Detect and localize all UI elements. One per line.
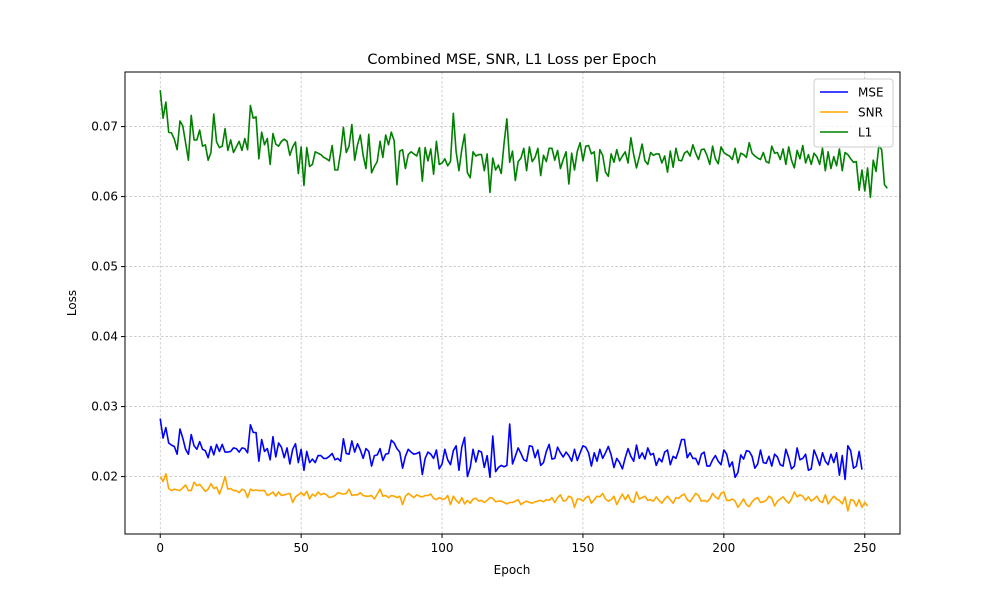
x-axis-label: Epoch xyxy=(494,563,531,577)
series-line-mse xyxy=(159,418,863,481)
x-tick-label: 250 xyxy=(853,541,876,555)
legend-label-snr: SNR xyxy=(858,106,883,120)
legend-label-mse: MSE xyxy=(858,86,884,100)
x-tick-label: 100 xyxy=(431,541,454,555)
y-axis-label: Loss xyxy=(65,290,79,316)
legend: MSE SNR L1 xyxy=(813,78,894,148)
series-line-snr xyxy=(159,472,869,512)
y-tick-label: 0.02 xyxy=(91,470,118,484)
y-axis: 0.02 0.03 0.04 0.05 0.06 0.07 xyxy=(91,120,125,484)
y-tick-label: 0.07 xyxy=(91,120,118,134)
x-axis: 0 50 100 150 200 250 xyxy=(156,534,876,555)
series-group xyxy=(159,90,888,512)
chart-title: Combined MSE, SNR, L1 Loss per Epoch xyxy=(367,52,656,68)
legend-label-l1: L1 xyxy=(858,126,872,140)
x-tick-label: 150 xyxy=(572,541,595,555)
x-tick-label: 0 xyxy=(156,541,164,555)
y-tick-label: 0.04 xyxy=(91,330,118,344)
plot-area xyxy=(124,71,901,535)
y-tick-label: 0.06 xyxy=(91,190,118,204)
x-tick-label: 200 xyxy=(712,541,735,555)
y-tick-label: 0.03 xyxy=(91,400,118,414)
y-tick-label: 0.05 xyxy=(91,260,118,274)
legend-box xyxy=(813,78,894,148)
grid xyxy=(125,72,900,534)
x-tick-label: 50 xyxy=(293,541,308,555)
series-line-l1 xyxy=(159,90,888,199)
